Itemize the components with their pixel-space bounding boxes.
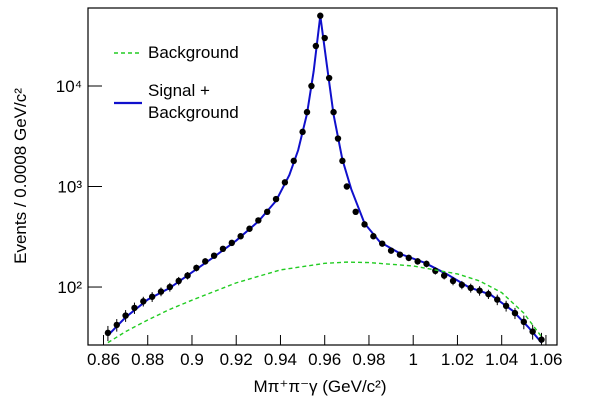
legend-swatch — [114, 101, 142, 105]
data-point — [538, 336, 545, 343]
x-tick-label: 0.86 — [87, 350, 120, 369]
y-axis-label: Events / 0.0008 GeV/c² — [11, 88, 30, 264]
data-point — [184, 272, 191, 279]
x-tick-label: 1.06 — [529, 350, 562, 369]
data-point — [449, 277, 457, 285]
data-point — [113, 321, 120, 329]
data-point — [334, 135, 342, 142]
plot-area — [104, 12, 545, 345]
x-axis-label: Mπ⁺π⁻γ (GeV/c²) — [253, 377, 386, 396]
data-point — [246, 225, 253, 232]
data-point — [485, 290, 492, 298]
x-tick-label: 1.04 — [485, 350, 518, 369]
data-point — [325, 74, 333, 82]
data-point — [321, 34, 328, 42]
legend-label: Background — [148, 43, 239, 62]
data-point — [343, 183, 351, 190]
data-point — [140, 298, 147, 305]
data-point — [228, 239, 235, 247]
data-point — [352, 208, 359, 216]
data-point — [467, 284, 474, 292]
y-tick-label: 10² — [57, 278, 82, 297]
data-point — [317, 12, 324, 19]
data-point — [502, 302, 510, 310]
legend-entry: Signal + Background — [112, 80, 262, 124]
legend-swatch — [114, 52, 142, 54]
plot-frame — [87, 7, 558, 346]
data-point — [131, 304, 138, 312]
x-tick-label: 0.88 — [131, 350, 164, 369]
y-tick-label: 10⁴ — [56, 77, 82, 96]
data-point — [263, 208, 271, 216]
data-point — [255, 217, 262, 224]
x-tick-label: 0.94 — [264, 350, 297, 369]
data-point — [104, 329, 112, 337]
data-point — [405, 254, 412, 262]
data-point — [423, 260, 430, 268]
data-point — [520, 318, 528, 326]
curve — [107, 261, 543, 344]
data-point — [193, 264, 200, 272]
data-point — [303, 108, 311, 116]
data-point — [312, 42, 320, 50]
data-point — [361, 221, 368, 228]
data-point — [458, 281, 466, 289]
data-point — [166, 283, 174, 291]
data-point — [379, 240, 386, 247]
x-tick-label: 0.92 — [220, 350, 253, 369]
data-point — [414, 258, 421, 265]
data-point — [210, 252, 218, 259]
x-tick-label: 0.98 — [352, 350, 385, 369]
data-point — [290, 157, 297, 165]
y-tick-label: 10³ — [57, 178, 82, 197]
legend-label: Signal + Background — [148, 81, 239, 122]
data-point — [175, 277, 182, 285]
data-point — [370, 233, 377, 240]
x-tick-label: 0.96 — [308, 350, 341, 369]
legend: Background Signal + Background — [112, 42, 262, 140]
data-point — [432, 267, 439, 275]
data-point — [157, 288, 165, 295]
data-point — [529, 328, 536, 335]
data-point — [281, 179, 289, 186]
data-point — [330, 108, 337, 116]
data-point — [396, 251, 404, 258]
data-point — [148, 293, 156, 300]
data-point — [476, 287, 483, 294]
x-tick-label: 1 — [408, 350, 417, 369]
data-point — [339, 157, 346, 165]
x-tick-label: 1.02 — [441, 350, 474, 369]
data-point — [440, 272, 448, 279]
data-point — [237, 233, 244, 240]
data-point — [494, 296, 501, 303]
data-point — [272, 195, 280, 203]
legend-entry: Background — [112, 42, 262, 64]
data-point — [202, 258, 209, 265]
data-point — [299, 128, 306, 136]
data-point — [387, 247, 395, 254]
x-tick-label: 0.9 — [180, 350, 204, 369]
data-point — [308, 82, 315, 90]
data-point — [122, 312, 129, 319]
data-point — [219, 245, 227, 253]
data-point — [511, 309, 519, 317]
